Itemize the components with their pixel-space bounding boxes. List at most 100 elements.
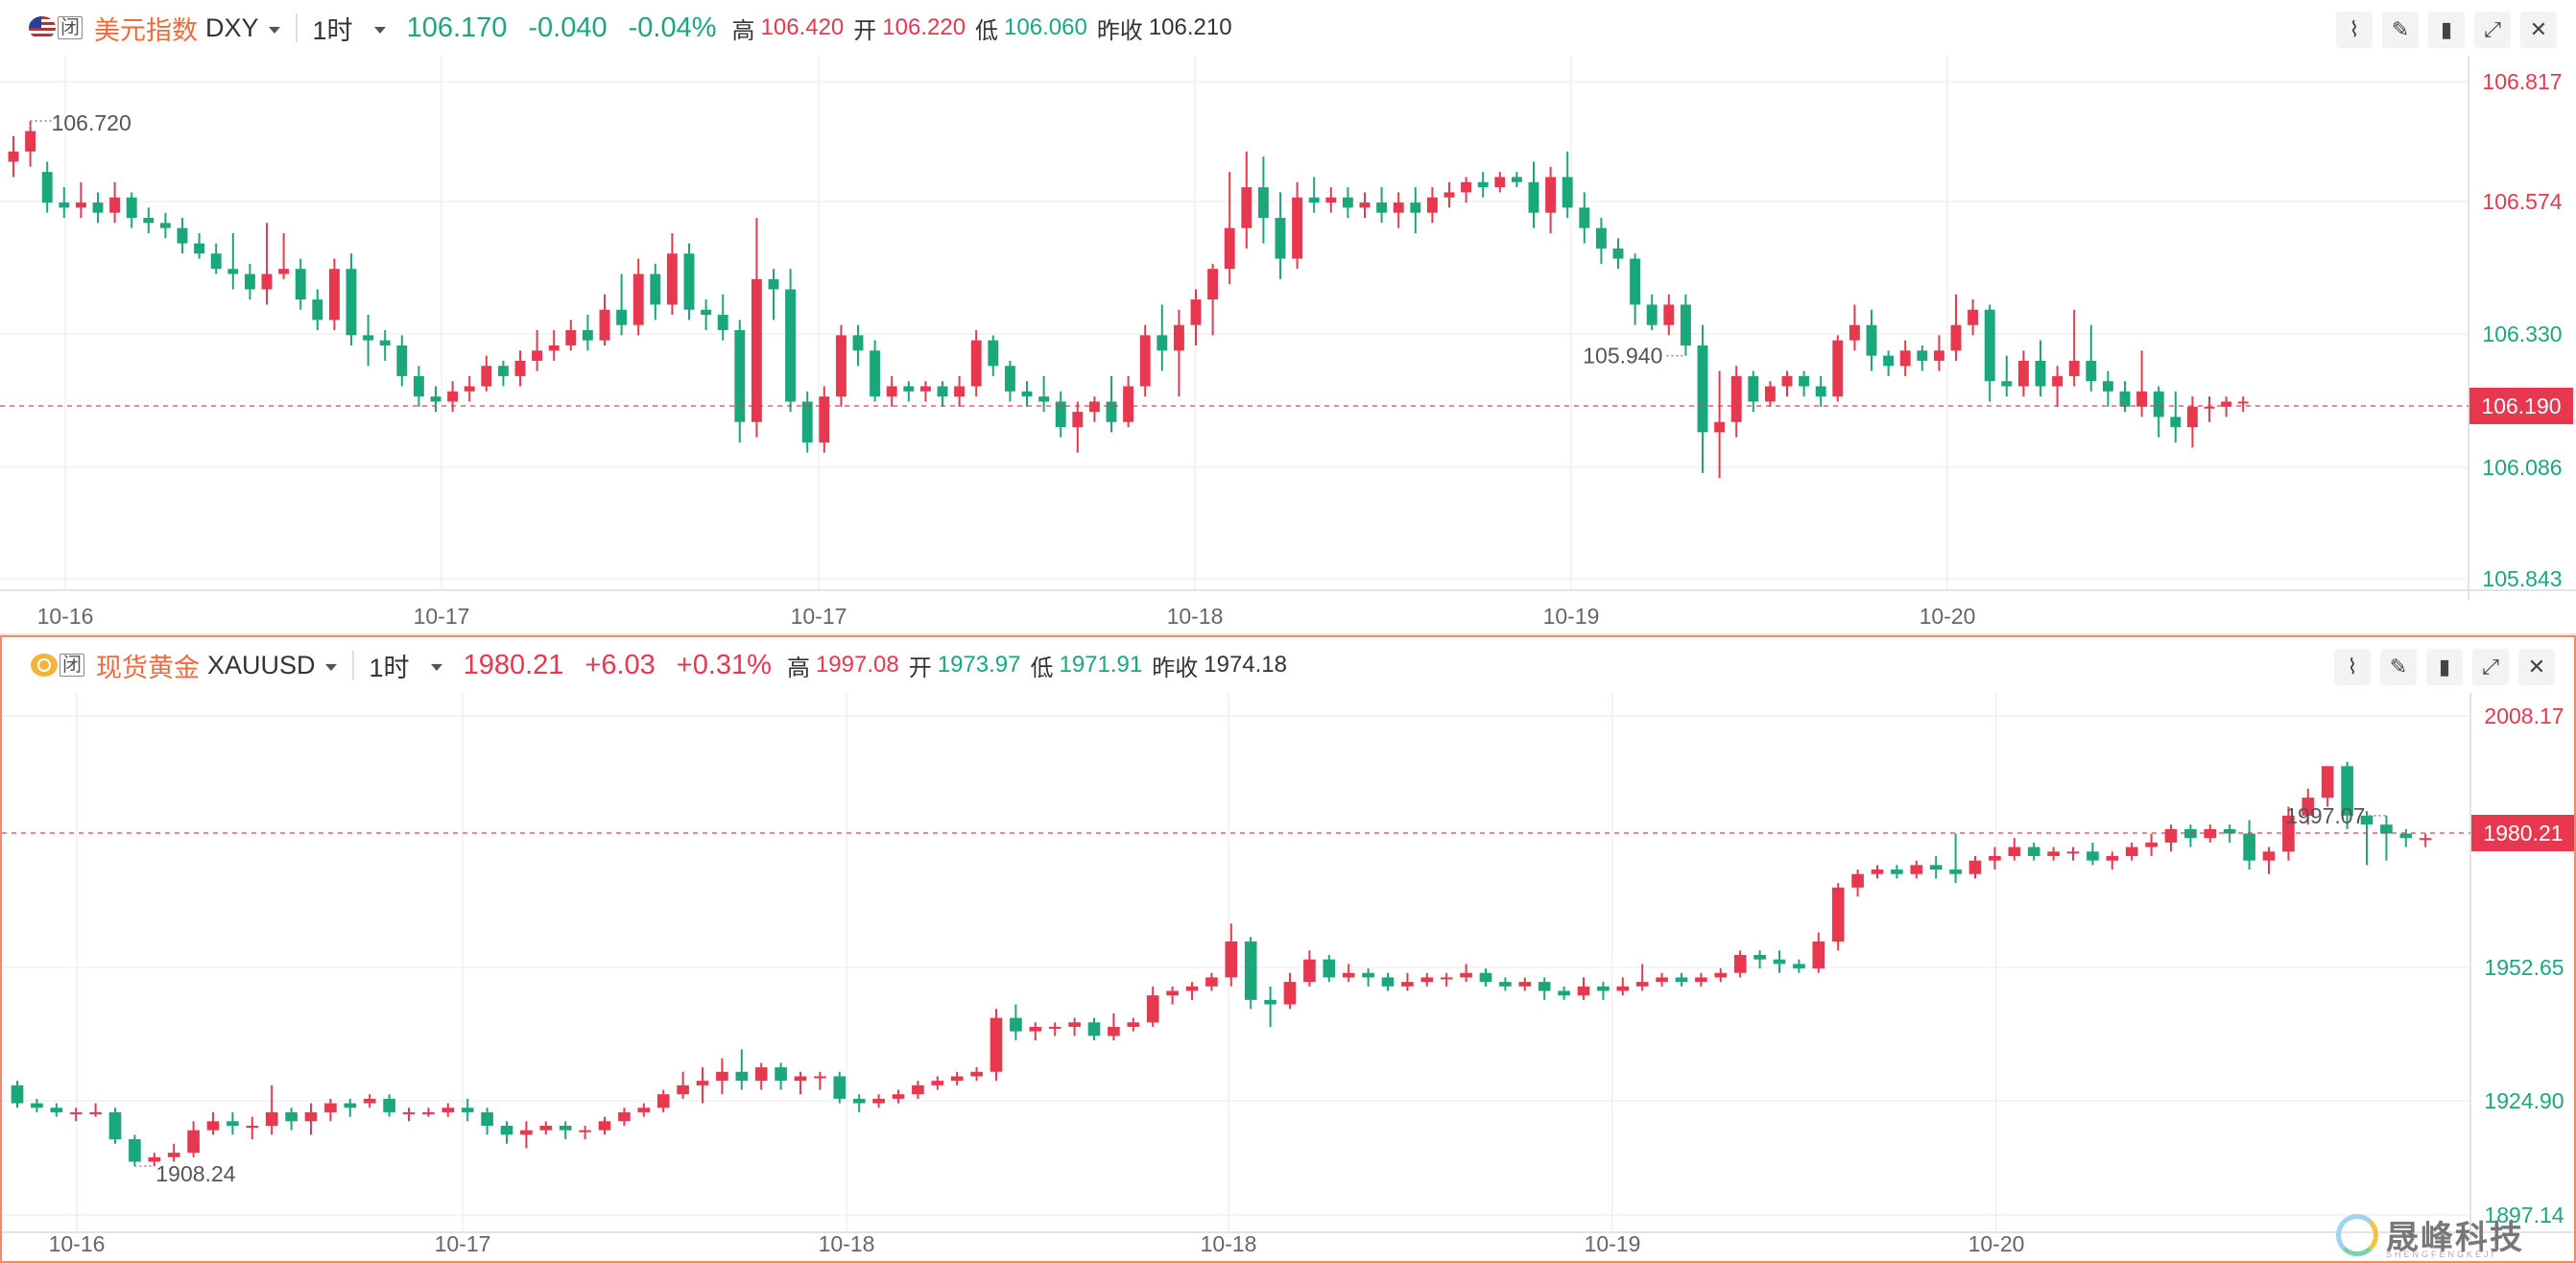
candle	[768, 269, 779, 321]
indicator-icon[interactable]: ⌇	[2334, 649, 2371, 685]
candle-body	[1815, 386, 1826, 397]
candle	[1968, 299, 1979, 336]
candle-body	[785, 289, 797, 402]
symbol-code[interactable]: DXY	[205, 12, 259, 42]
candle-body	[599, 309, 610, 341]
candle-body	[801, 401, 813, 443]
high-value: 1997.08	[815, 652, 899, 678]
candle-body	[244, 274, 255, 290]
candle	[108, 1108, 122, 1144]
candle	[666, 232, 678, 316]
candle-body	[402, 1111, 416, 1114]
candle	[1048, 1022, 1061, 1037]
candle-body	[618, 1111, 631, 1122]
candle-body	[129, 1139, 141, 1162]
x-tick-label: 10-18	[819, 1231, 875, 1256]
candle-body	[312, 299, 323, 321]
candle-body	[1831, 887, 1845, 941]
symbol-name[interactable]: 美元指数	[94, 15, 198, 45]
candle-body	[616, 309, 628, 325]
symbol-dropdown-icon[interactable]	[268, 26, 280, 34]
fullscreen-icon[interactable]: ⤢	[2472, 649, 2509, 685]
watermark-subtext: SHENGFENGKEJI	[2386, 1250, 2497, 1259]
candle	[464, 375, 475, 402]
candle-type-icon[interactable]: ▮	[2426, 649, 2463, 685]
candle-body	[2341, 766, 2353, 816]
symbol-code[interactable]: XAUUSD	[207, 650, 316, 679]
candle-body	[1663, 304, 1675, 325]
dxy-candlestick-chart[interactable]: 106.817 106.574 106.330 106.086 105.843 10-16…	[0, 0, 2576, 633]
candle	[754, 1062, 768, 1090]
candle-body	[1910, 865, 1923, 874]
candle	[1381, 972, 1395, 991]
candle-body	[2136, 391, 2148, 407]
candle	[835, 324, 847, 407]
candle-body	[346, 269, 357, 336]
candle-body	[108, 1111, 122, 1140]
candle-body	[1697, 345, 1708, 433]
candle-body	[1871, 870, 1884, 874]
indicator-icon[interactable]: ⌇	[2336, 12, 2373, 48]
candle-body	[1420, 977, 1434, 983]
candle-body	[1393, 203, 1404, 213]
close-icon[interactable]: ✕	[2520, 12, 2557, 48]
candle-body	[464, 386, 475, 392]
candle-body	[328, 269, 340, 321]
gold-chart-panel[interactable]: 2008.17 1952.65 1924.90 1897.14 10-16 10-17 10…	[0, 635, 2576, 1263]
gold-candlestick-chart[interactable]: 2008.17 1952.65 1924.90 1897.14 10-16 10-17 10…	[2, 637, 2574, 1261]
candle-body	[379, 340, 391, 346]
candle	[1538, 977, 1551, 1000]
fullscreen-icon[interactable]: ⤢	[2474, 12, 2511, 48]
candle	[447, 381, 459, 413]
candle	[1241, 151, 1252, 249]
candle-body	[11, 1084, 24, 1104]
candle-body	[461, 1108, 474, 1112]
candle-body	[937, 386, 948, 397]
candle	[1646, 294, 1658, 330]
candle-body	[1695, 977, 1707, 983]
candle-body	[1106, 401, 1117, 422]
candle	[2419, 833, 2432, 847]
symbol-name[interactable]: 现货黄金	[96, 653, 200, 682]
draw-icon[interactable]: ✎	[2380, 649, 2417, 685]
candle	[1376, 187, 1388, 224]
candle-body	[69, 1111, 83, 1114]
candle-body	[2164, 828, 2178, 843]
candle-body	[1545, 177, 1557, 213]
candle-body	[1538, 982, 1551, 991]
candle	[194, 232, 205, 259]
close-icon[interactable]: ✕	[2518, 649, 2555, 685]
candle-body	[2068, 360, 2080, 376]
x-tick-label: 10-16	[49, 1231, 106, 1256]
candle-type-icon[interactable]: ▮	[2428, 12, 2465, 48]
candle	[1812, 932, 1825, 973]
candle-body	[1832, 340, 1844, 397]
interval-select[interactable]: 1时	[312, 15, 353, 45]
candle	[1579, 192, 1590, 244]
interval-select[interactable]: 1时	[369, 653, 410, 682]
candle	[1460, 964, 1472, 983]
interval-dropdown-icon[interactable]	[430, 663, 442, 671]
candle	[2119, 381, 2131, 413]
min-price-annotation: 105.940	[1583, 344, 1686, 369]
candle	[59, 187, 70, 218]
candle	[1849, 304, 1860, 351]
candle	[1595, 217, 1607, 264]
candle-body	[481, 366, 492, 387]
symbol-dropdown-icon[interactable]	[324, 663, 337, 671]
candle-body	[481, 1111, 493, 1126]
dxy-chart-panel[interactable]: 106.817 106.574 106.330 106.086 105.843 10-16…	[0, 0, 2576, 635]
candle-body	[2243, 833, 2255, 861]
draw-icon[interactable]: ✎	[2382, 12, 2419, 48]
x-tick-label: 10-17	[414, 604, 470, 629]
candle	[886, 375, 897, 407]
candle-body	[1597, 986, 1610, 991]
candle	[870, 340, 881, 402]
current-price-tag	[2469, 388, 2573, 424]
candle	[598, 1116, 611, 1135]
candle	[1292, 181, 1303, 270]
candle	[632, 258, 644, 336]
candle-body	[1303, 959, 1316, 983]
interval-dropdown-icon[interactable]	[373, 26, 386, 34]
candle-body	[1342, 972, 1355, 978]
